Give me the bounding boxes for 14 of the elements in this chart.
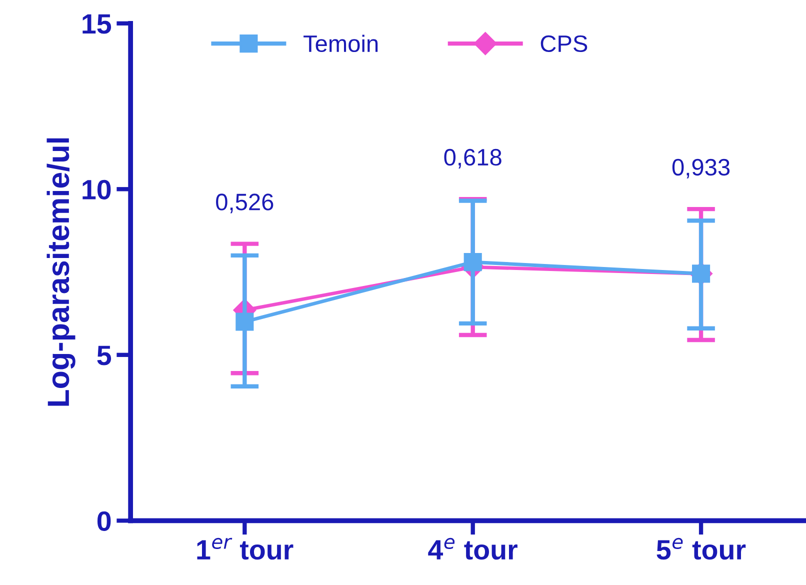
- y-tick-label: 10: [82, 180, 111, 200]
- annotation: 0,526: [216, 194, 274, 214]
- point: [236, 312, 254, 331]
- x-tick-label: 5$^{e}$ tour: [656, 538, 746, 560]
- annotation: 0,933: [672, 158, 730, 178]
- legend-label: CPS: [540, 35, 588, 52]
- x-tick-label: 1$^{er}$ tour: [197, 538, 294, 560]
- annotation: 0,618: [444, 148, 502, 168]
- legend-label: Temoin: [304, 34, 378, 52]
- y-tick-label: 5: [97, 346, 112, 366]
- y-axis-title: Log-parasitemie/ul: [46, 138, 76, 406]
- x-tick-label: 4$^{e}$ tour: [428, 538, 518, 560]
- y-tick-label: 0: [97, 511, 111, 531]
- y-tick-label: 15: [82, 14, 112, 34]
